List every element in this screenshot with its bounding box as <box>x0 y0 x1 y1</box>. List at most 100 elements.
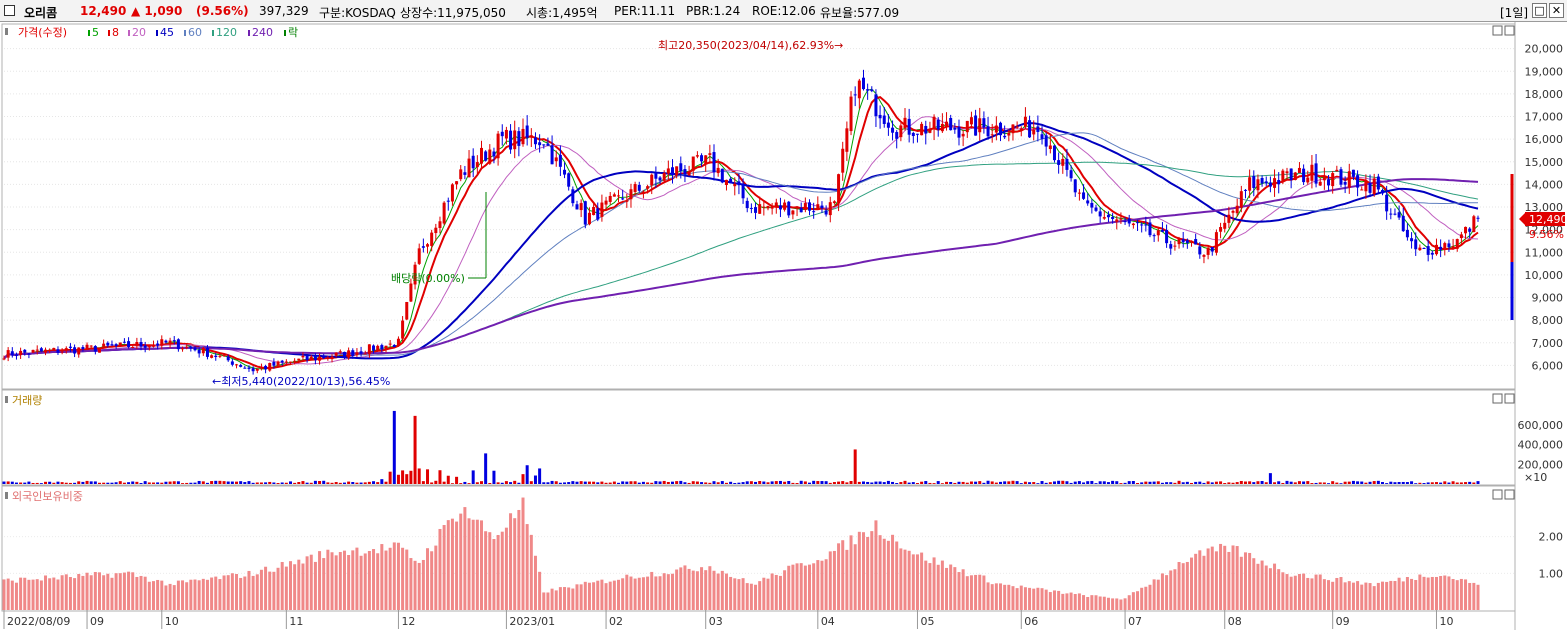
foreign-panel-min-icon[interactable] <box>1492 489 1503 500</box>
volume-bar-282 <box>1173 482 1177 484</box>
x-label-14: 10 <box>1439 615 1453 628</box>
foreign-bar-130 <box>542 592 546 610</box>
candle-body-327 <box>1360 189 1364 191</box>
volume-bar-275 <box>1144 481 1148 484</box>
candle-body-15 <box>64 348 68 351</box>
legend-label-7: 락 <box>288 26 298 39</box>
foreign-bar-346 <box>1439 576 1443 610</box>
candle-body-129 <box>538 142 542 146</box>
candle-body-248 <box>1032 129 1036 135</box>
foreign-bar-268 <box>1115 598 1119 610</box>
foreign-bar-214 <box>891 534 895 610</box>
volume-bar-253 <box>1052 481 1056 484</box>
volume-bar-269 <box>1119 483 1123 484</box>
foreign-bar-166 <box>691 570 695 610</box>
volume-bar-293 <box>1219 481 1223 484</box>
candle-body-167 <box>695 155 699 157</box>
volume-bar-195 <box>812 480 816 484</box>
volume-bar-225 <box>936 481 940 484</box>
candle-body-176 <box>733 183 737 187</box>
candle-body-254 <box>1057 160 1061 165</box>
volume-bar-330 <box>1372 481 1376 484</box>
foreign-bar-61 <box>255 574 259 610</box>
volume-bar-103 <box>430 482 434 484</box>
volume-bar-118 <box>492 470 496 484</box>
foreign-bar-314 <box>1306 577 1310 610</box>
price-panel-close-icon[interactable] <box>1504 25 1515 36</box>
foreign-bar-258 <box>1073 593 1077 610</box>
volume-bar-216 <box>899 482 903 484</box>
candle-body-51 <box>214 355 218 358</box>
foreign-bar-259 <box>1077 593 1081 610</box>
volume-bar-97 <box>405 474 409 484</box>
candle-body-159 <box>662 172 666 181</box>
volume-bar-84 <box>351 482 355 484</box>
foreign-bar-36 <box>151 581 155 610</box>
candle-body-258 <box>1073 179 1077 193</box>
foreign-panel-close-icon[interactable] <box>1504 489 1515 500</box>
volume-bar-350 <box>1455 482 1459 484</box>
candle-body-41 <box>172 340 176 342</box>
volume-bar-178 <box>741 482 745 484</box>
foreign-bar-239 <box>994 583 998 610</box>
foreign-bar-291 <box>1210 546 1214 610</box>
volume-bar-235 <box>978 481 982 484</box>
volume-bar-169 <box>704 482 708 484</box>
foreign-bar-0 <box>2 579 6 610</box>
price-panel-min-icon[interactable] <box>1492 25 1503 36</box>
candle-body-296 <box>1231 210 1235 213</box>
foreign-bar-145 <box>604 583 608 610</box>
candle-body-255 <box>1061 158 1065 166</box>
foreign-bar-175 <box>729 576 733 610</box>
volume-bar-100 <box>417 468 421 484</box>
select-checkbox[interactable] <box>4 5 15 16</box>
foreign-bar-343 <box>1426 577 1430 610</box>
foreign-bar-187 <box>778 575 782 610</box>
candle-body-93 <box>388 343 392 345</box>
foreign-bar-97 <box>405 549 409 610</box>
price-tick-2: 8,000 <box>1532 314 1564 327</box>
foreign-bar-19 <box>81 575 85 610</box>
candle-body-36 <box>151 344 155 347</box>
volume-panel-close-icon[interactable] <box>1504 393 1515 404</box>
foreign-bar-176 <box>733 578 737 610</box>
candle-body-80 <box>334 352 338 356</box>
x-label-9: 05 <box>920 615 934 628</box>
candle-body-197 <box>820 205 824 209</box>
volume-panel-min-icon[interactable] <box>1492 393 1503 404</box>
candle-body-302 <box>1256 179 1260 191</box>
foreign-bar-322 <box>1339 577 1343 610</box>
foreign-bar-140 <box>583 581 587 610</box>
candle-body-319 <box>1327 179 1331 186</box>
candle-body-325 <box>1351 169 1355 177</box>
volume-bar-10 <box>44 481 48 484</box>
candle-body-7 <box>31 349 35 353</box>
close-icon[interactable]: ✕ <box>1549 3 1564 18</box>
candle-body-313 <box>1302 168 1306 183</box>
foreign-bar-192 <box>799 563 803 610</box>
foreign-bar-43 <box>181 580 185 610</box>
foreign-bar-116 <box>484 531 488 610</box>
foreign-bar-206 <box>857 531 861 610</box>
volume-bar-165 <box>687 482 691 484</box>
candle-body-64 <box>268 362 272 371</box>
foreign-bar-37 <box>156 579 160 610</box>
candle-body-342 <box>1422 247 1426 249</box>
foreign-bar-141 <box>587 582 591 610</box>
candle-body-170 <box>708 153 712 155</box>
foreign-bar-321 <box>1335 577 1339 610</box>
candle-body-316 <box>1314 163 1318 184</box>
volume-bar-180 <box>749 481 753 484</box>
maximize-icon[interactable]: □ <box>1532 3 1547 18</box>
candle-body-321 <box>1335 169 1339 172</box>
period-selector[interactable]: [1일] <box>1500 6 1529 20</box>
legend-label-1: 8 <box>112 26 119 39</box>
volume-bar-105 <box>438 470 442 484</box>
volume-bar-200 <box>832 482 836 484</box>
candle-body-238 <box>990 134 994 136</box>
foreign-bar-243 <box>1011 586 1015 610</box>
foreign-bar-148 <box>617 579 621 610</box>
foreign-bar-181 <box>754 584 758 610</box>
candle-body-240 <box>999 122 1003 136</box>
volume-bar-62 <box>259 482 263 484</box>
